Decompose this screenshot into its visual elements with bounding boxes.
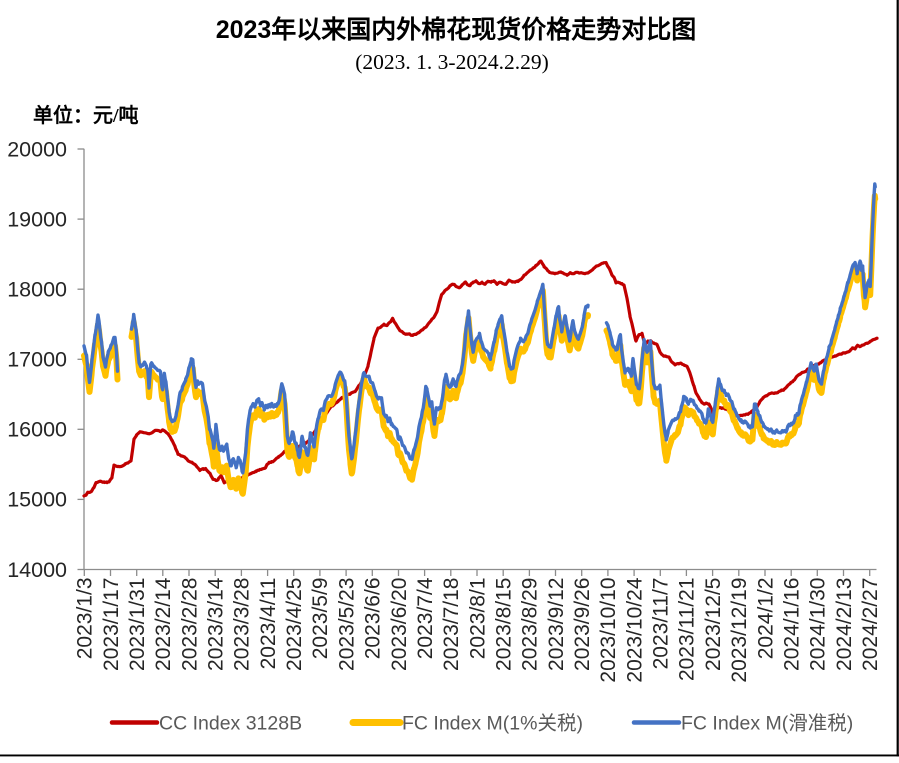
svg-text:(2023. 1. 3-2024.2.29): (2023. 1. 3-2024.2.29) (355, 50, 548, 74)
svg-text:2023/10/24: 2023/10/24 (623, 577, 646, 682)
svg-text:2024/1/16: 2024/1/16 (781, 578, 804, 671)
svg-text:19000: 19000 (7, 207, 67, 231)
svg-text:2023年以来国内外棉花现货价格走势对比图: 2023年以来国内外棉花现货价格走势对比图 (216, 15, 697, 44)
svg-text:2024/1/30: 2024/1/30 (807, 578, 830, 671)
svg-text:2024/2/27: 2024/2/27 (859, 578, 882, 671)
svg-text:CC Index 3128B: CC Index 3128B (159, 713, 302, 735)
svg-text:2023/7/18: 2023/7/18 (440, 578, 463, 671)
svg-text:2023/9/12: 2023/9/12 (545, 578, 568, 671)
svg-text:2023/9/26: 2023/9/26 (571, 578, 594, 671)
svg-text:2023/3/14: 2023/3/14 (205, 577, 228, 671)
svg-text:2023/11/21: 2023/11/21 (676, 578, 699, 682)
svg-text:2023/3/28: 2023/3/28 (231, 578, 254, 671)
svg-text:2023/2/28: 2023/2/28 (178, 578, 201, 671)
svg-text:2023/5/23: 2023/5/23 (335, 578, 358, 671)
svg-text:2023/6/6: 2023/6/6 (362, 578, 385, 660)
svg-text:17000: 17000 (7, 348, 67, 372)
svg-text:20000: 20000 (7, 137, 67, 161)
svg-text:2023/8/29: 2023/8/29 (519, 578, 542, 671)
svg-text:2023/7/4: 2023/7/4 (414, 577, 437, 659)
svg-text:2023/2/14: 2023/2/14 (152, 577, 175, 671)
svg-text:2023/1/31: 2023/1/31 (126, 578, 149, 671)
svg-text:2023/8/1: 2023/8/1 (466, 578, 489, 660)
svg-text:2023/12/19: 2023/12/19 (728, 578, 751, 683)
svg-text:2023/6/20: 2023/6/20 (388, 578, 411, 671)
svg-text:16000: 16000 (7, 418, 67, 442)
svg-text:FC Index M(滑准税): FC Index M(滑准税) (681, 713, 853, 735)
svg-text:FC Index M(1%关税): FC Index M(1%关税) (402, 713, 583, 735)
svg-text:18000: 18000 (7, 278, 67, 302)
svg-text:2024/2/13: 2024/2/13 (833, 578, 856, 671)
svg-text:2023/8/15: 2023/8/15 (493, 578, 516, 671)
svg-text:2024/1/2: 2024/1/2 (754, 578, 777, 660)
svg-text:2023/1/17: 2023/1/17 (100, 578, 123, 671)
svg-text:2023/10/10: 2023/10/10 (597, 578, 620, 683)
svg-text:2023/4/25: 2023/4/25 (283, 578, 306, 671)
svg-text:15000: 15000 (7, 488, 67, 512)
svg-text:2023/4/11: 2023/4/11 (257, 578, 280, 670)
svg-text:14000: 14000 (7, 558, 67, 582)
svg-text:单位：元/吨: 单位：元/吨 (33, 103, 139, 127)
svg-text:2023/1/3: 2023/1/3 (74, 578, 97, 660)
svg-text:2023/5/9: 2023/5/9 (309, 578, 332, 660)
svg-text:2023/11/7: 2023/11/7 (650, 578, 673, 670)
svg-text:2023/12/5: 2023/12/5 (702, 578, 725, 671)
